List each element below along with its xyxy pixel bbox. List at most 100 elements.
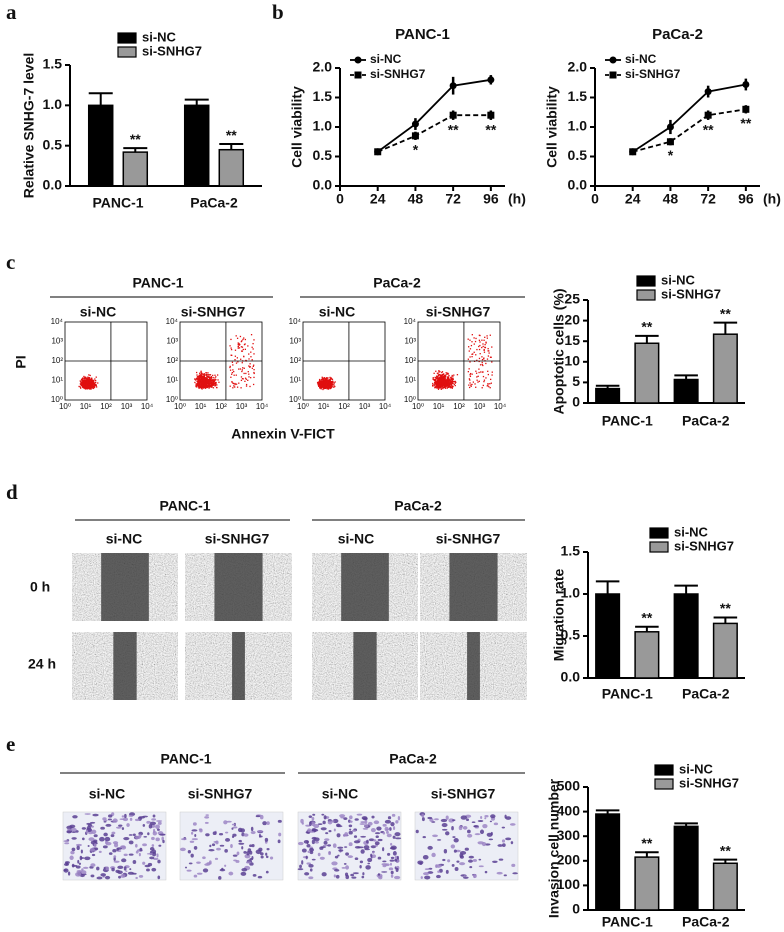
event-dot: [207, 383, 209, 385]
event-dot: [446, 379, 448, 381]
stained-cell: [363, 845, 370, 850]
stained-cell: [365, 865, 371, 870]
stained-cell: [191, 838, 199, 841]
event-dot: [447, 373, 449, 375]
condition-label: si-NC: [106, 531, 143, 547]
event-dot: [205, 385, 207, 387]
event-dot: [448, 382, 450, 384]
event-dot: [468, 384, 470, 386]
event-dot: [330, 384, 332, 386]
wound-gap: [113, 632, 137, 700]
event-dot: [212, 387, 215, 389]
event-dot: [318, 378, 321, 381]
stained-cell: [75, 872, 82, 877]
event-dot: [489, 383, 491, 385]
stained-cell: [458, 825, 463, 831]
stained-cell: [423, 872, 430, 876]
stained-cell: [424, 868, 430, 871]
stained-cell: [156, 820, 163, 822]
event-dot: [215, 381, 217, 384]
stained-cell: [224, 849, 228, 853]
stained-cell: [179, 847, 186, 852]
event-dot: [237, 342, 239, 344]
event-dot: [490, 356, 492, 358]
event-dot: [325, 380, 327, 382]
event-dot: [205, 372, 208, 374]
stained-cell: [466, 818, 469, 822]
legend-swatch: [636, 275, 656, 287]
event-dot: [434, 387, 436, 389]
event-dot: [93, 383, 95, 385]
event-dot: [437, 384, 439, 386]
event-dot: [471, 341, 473, 343]
event-dot: [441, 381, 443, 383]
event-dot: [214, 374, 216, 376]
event-dot: [202, 382, 204, 385]
event-dot: [199, 378, 201, 380]
stained-cell: [367, 857, 373, 863]
stained-cell: [309, 821, 312, 827]
stained-cell: [389, 847, 396, 850]
event-dot: [201, 386, 203, 388]
y-tick-label: 1.0: [43, 96, 63, 112]
stained-cell: [422, 855, 429, 860]
event-dot: [479, 341, 481, 343]
stained-cell: [71, 837, 77, 840]
event-dot: [88, 383, 90, 386]
stained-cell: [435, 864, 442, 868]
event-dot: [251, 359, 253, 361]
event-dot: [438, 380, 440, 383]
event-dot: [253, 371, 255, 374]
event-dot: [83, 385, 85, 387]
stained-cell: [132, 833, 136, 837]
event-dot: [212, 381, 215, 384]
event-dot: [247, 345, 249, 347]
stained-cell: [96, 876, 103, 880]
event-dot: [207, 374, 209, 376]
event-dot: [446, 380, 448, 382]
stained-cell: [82, 837, 85, 841]
event-dot: [253, 353, 255, 355]
stained-cell: [128, 834, 133, 836]
event-dot: [455, 381, 457, 383]
stained-cell: [309, 868, 313, 872]
stained-cell: [328, 830, 332, 833]
event-dot: [86, 378, 88, 380]
stained-cell: [237, 827, 243, 833]
stained-cell: [394, 875, 401, 880]
event-dot: [476, 359, 478, 362]
event-dot: [82, 383, 84, 385]
event-dot: [444, 376, 446, 378]
condition-label: si-SNHG7: [181, 304, 246, 320]
event-dot: [253, 364, 255, 366]
stained-cell: [389, 862, 392, 866]
event-dot: [245, 385, 248, 387]
event-dot: [211, 379, 213, 381]
event-dot: [232, 364, 234, 366]
x-tick-label: PaCa-2: [682, 914, 730, 930]
y-tick-label: 25: [564, 291, 580, 307]
stained-cell: [307, 850, 310, 853]
event-dot: [468, 378, 471, 380]
event-dot: [198, 386, 201, 388]
panel-letter: a: [6, 0, 17, 24]
event-dot: [202, 375, 204, 378]
stained-cell: [181, 838, 187, 841]
event-dot: [445, 379, 447, 381]
stained-cell: [333, 828, 336, 832]
event-dot: [328, 386, 330, 388]
event-dot: [446, 377, 449, 380]
event-dot: [468, 368, 470, 370]
event-dot: [443, 383, 446, 386]
event-dot: [198, 383, 201, 385]
event-dot: [196, 374, 198, 376]
event-dot: [486, 337, 488, 339]
stained-cell: [427, 816, 433, 820]
wound-gap: [353, 632, 377, 700]
event-dot: [324, 385, 326, 387]
stained-cell: [113, 860, 120, 863]
stained-cell: [143, 835, 148, 838]
stained-cell: [497, 844, 503, 847]
event-dot: [474, 340, 477, 343]
stained-cell: [421, 817, 425, 822]
